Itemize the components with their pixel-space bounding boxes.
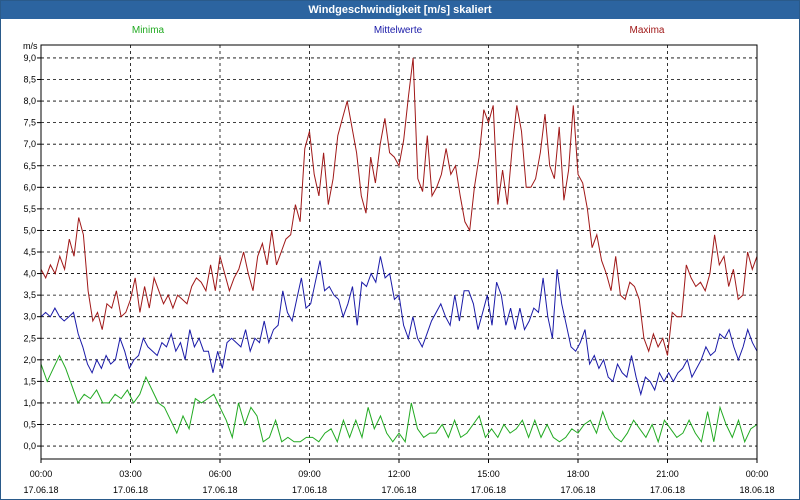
y-tick-label: 7,5 <box>23 118 36 128</box>
x-tick-time: 09:00 <box>298 469 321 479</box>
x-tick-time: 00:00 <box>30 469 53 479</box>
series-line-mittelwerte <box>40 256 758 397</box>
y-tick-label: 2,5 <box>23 333 36 343</box>
x-tick-time: 15:00 <box>477 469 500 479</box>
legend-minima: Minima <box>132 25 165 36</box>
y-tick-label: 7,0 <box>23 139 36 149</box>
series-line-maxima <box>40 57 758 356</box>
x-tick-time: 18:00 <box>567 469 590 479</box>
y-tick-label: 8,0 <box>23 96 36 106</box>
x-tick-date: 17.06.18 <box>560 485 595 495</box>
x-tick-date: 17.06.18 <box>113 485 148 495</box>
x-tick-time: 00:00 <box>746 469 769 479</box>
x-tick-date: 17.06.18 <box>292 485 327 495</box>
y-tick-label: 8,5 <box>23 75 36 85</box>
y-tick-label: 3,5 <box>23 290 36 300</box>
y-tick-label: 4,5 <box>23 247 36 257</box>
y-axis: 0,0 0,5 1,0 1,5 2,0 2,5 3,0 3,5 4,0 4,5 5,0 5,5 6,0 6… <box>23 53 41 451</box>
window-title: Windgeschwindigkeit [m/s] skaliert <box>1 1 799 19</box>
y-tick-label: 6,0 <box>23 182 36 192</box>
x-tick-date: 17.06.18 <box>381 485 416 495</box>
y-tick-label: 5,5 <box>23 204 36 214</box>
y-tick-label: 4,0 <box>23 269 36 279</box>
y-tick-label: 1,5 <box>23 376 36 386</box>
y-tick-label: 2,0 <box>23 355 36 365</box>
legend-mittelwerte: Mittelwerte <box>374 25 423 36</box>
wind-speed-chart: 0,0 0,5 1,0 1,5 2,0 2,5 3,0 3,5 4,0 4,5 5,0 5,5 6,0 6… <box>23 25 775 495</box>
x-tick-date: 17.06.18 <box>202 485 237 495</box>
x-tick-date: 18.06.18 <box>739 485 774 495</box>
y-tick-label: 1,0 <box>23 398 36 408</box>
y-tick-label: 9,0 <box>23 53 36 63</box>
x-tick-date: 17.06.18 <box>650 485 685 495</box>
legend: Minima Mittelwerte Maxima <box>132 25 665 36</box>
x-tick-date: 17.06.18 <box>471 485 506 495</box>
y-tick-label: 6,5 <box>23 161 36 171</box>
series-line-minima <box>40 354 758 444</box>
legend-maxima: Maxima <box>629 25 664 36</box>
x-tick-date: 17.06.18 <box>23 485 58 495</box>
x-tick-time: 12:00 <box>388 469 411 479</box>
y-tick-label: 0,5 <box>23 420 36 430</box>
grid-lines <box>41 45 757 459</box>
x-tick-time: 03:00 <box>119 469 142 479</box>
y-tick-label: 3,0 <box>23 312 36 322</box>
x-tick-time: 21:00 <box>656 469 679 479</box>
y-axis-label: m/s <box>23 41 38 51</box>
series-layer <box>40 57 758 444</box>
y-tick-label: 5,0 <box>23 225 36 235</box>
x-axis: 00:00 17.06.18 03:00 17.06.18 06:00 17.06.18 0… <box>23 459 775 495</box>
x-tick-time: 06:00 <box>209 469 232 479</box>
y-tick-label: 0,0 <box>23 441 36 451</box>
